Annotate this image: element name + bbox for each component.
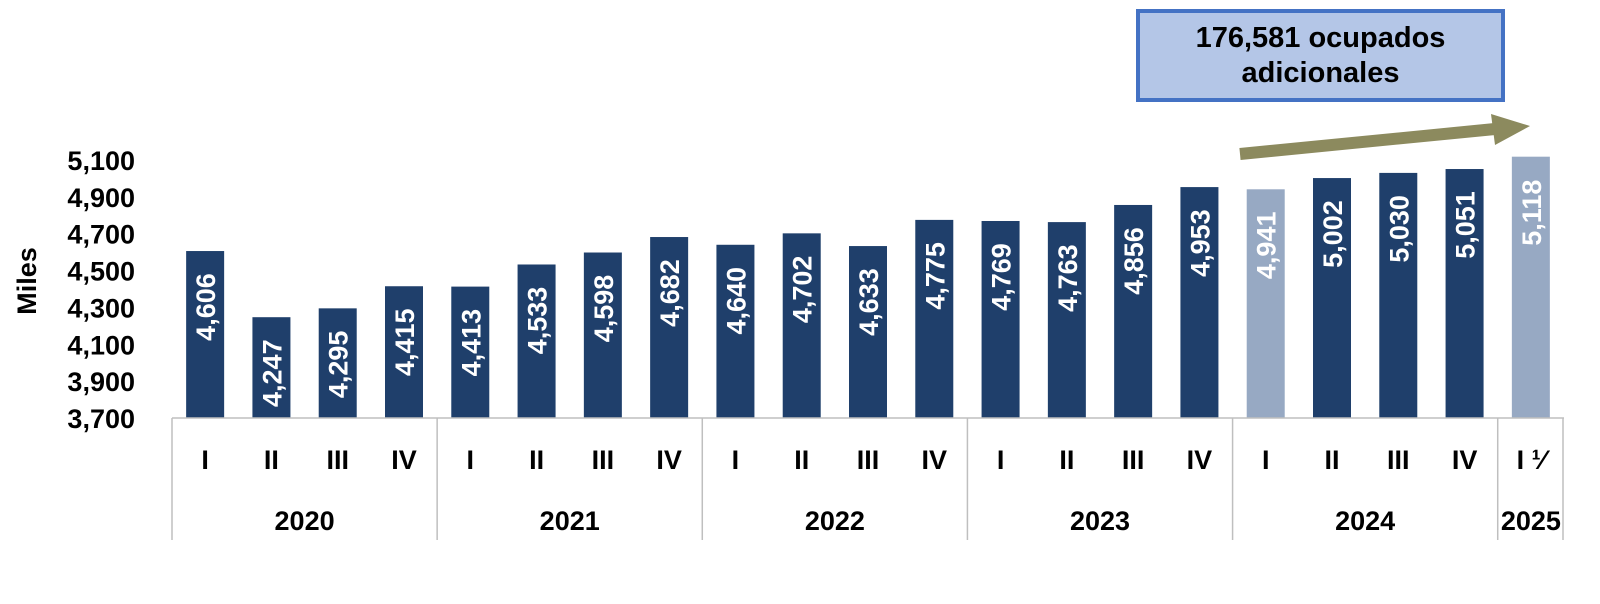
- data-label: 4,941: [1252, 212, 1282, 280]
- quarter-label: II: [1324, 445, 1339, 475]
- quarter-label: IV: [922, 445, 948, 475]
- data-label: 4,856: [1119, 227, 1149, 295]
- y-tick-label: 4,700: [67, 220, 135, 250]
- y-tick-label: 4,500: [67, 257, 135, 287]
- y-tick-label: 3,700: [67, 404, 135, 434]
- bar: [981, 220, 1020, 418]
- y-tick-label: 3,900: [67, 367, 135, 397]
- data-label: 4,413: [456, 309, 486, 377]
- quarter-label: III: [1122, 445, 1145, 475]
- growth-arrow-shaft: [1239, 123, 1496, 160]
- bar: [583, 252, 622, 418]
- bar: [1313, 178, 1351, 418]
- quarter-label: IV: [1452, 445, 1478, 475]
- data-label: 4,606: [191, 273, 221, 341]
- data-label: 4,769: [987, 243, 1017, 311]
- bar: [1114, 204, 1153, 418]
- bar: [1379, 172, 1418, 418]
- quarter-label: IV: [391, 445, 417, 475]
- data-label: 4,763: [1053, 244, 1083, 312]
- data-label: 4,953: [1185, 209, 1215, 277]
- quarter-label: I: [1262, 445, 1270, 475]
- bar: [451, 286, 490, 418]
- data-label: 5,002: [1318, 200, 1348, 268]
- x-axis-year-labels: 2020 2021 2022 2023 2024 2025: [275, 506, 1561, 536]
- quarter-label: I: [201, 445, 209, 475]
- data-label: 4,682: [655, 259, 685, 327]
- quarter-label: II: [264, 445, 279, 475]
- growth-arrow-head: [1491, 114, 1530, 145]
- quarter-label: III: [1387, 445, 1410, 475]
- bar: [1511, 156, 1550, 418]
- data-labels: 4,606 4,247 4,295 4,415 4,413 4,533 4,598 4,682…: [191, 180, 1547, 407]
- bar: [1047, 222, 1086, 418]
- bar: [1445, 169, 1484, 418]
- annotation-callout: 176,581 ocupados adicionales: [1136, 9, 1505, 102]
- year-label: 2020: [275, 506, 335, 536]
- x-axis-quarter-labels: I II III IV I II III IV I II III IV I II III IV I II III IV…: [201, 445, 1550, 475]
- quarter-label: II: [794, 445, 809, 475]
- bar: [1246, 189, 1285, 418]
- bar: [650, 237, 689, 418]
- bar: [186, 251, 225, 418]
- quarter-label: II: [529, 445, 544, 475]
- data-label: 4,415: [390, 308, 420, 376]
- data-label: 4,533: [523, 287, 553, 355]
- annotation-line-1: 176,581 ocupados: [1195, 21, 1446, 54]
- year-label: 2024: [1335, 506, 1395, 536]
- quarter-label: I: [997, 445, 1005, 475]
- annotation-line-2: adicionales: [1241, 56, 1400, 89]
- quarter-label: III: [592, 445, 615, 475]
- data-label: 4,247: [257, 339, 287, 407]
- data-label: 4,633: [854, 268, 884, 336]
- data-label: 5,051: [1451, 191, 1481, 259]
- bar: [385, 286, 423, 418]
- bar: [517, 264, 556, 418]
- bar: [915, 219, 954, 418]
- bar: [318, 308, 357, 418]
- quarter-label: III: [857, 445, 880, 475]
- data-label: 5,118: [1517, 180, 1547, 246]
- y-axis-label: Miles: [12, 247, 42, 315]
- quarter-label: I: [467, 445, 475, 475]
- bar: [849, 246, 887, 418]
- y-tick-label: 4,300: [67, 293, 135, 323]
- data-label: 4,598: [589, 275, 619, 343]
- y-tick-label: 4,900: [67, 183, 135, 213]
- x-axis: [171, 417, 1564, 540]
- year-label: 2023: [1070, 506, 1130, 536]
- y-axis-ticks: 3,700 3,900 4,100 4,300 4,500 4,700 4,900 5,100: [67, 146, 135, 434]
- data-label: 4,775: [920, 242, 950, 310]
- year-label: 2025: [1501, 506, 1561, 536]
- quarter-label: II: [1059, 445, 1074, 475]
- quarter-label: IV: [656, 445, 682, 475]
- data-label: 5,030: [1384, 195, 1414, 263]
- bar: [252, 317, 291, 418]
- bar: [716, 244, 755, 418]
- data-label: 4,702: [788, 256, 818, 324]
- quarter-label: I ¹⁄: [1517, 445, 1551, 475]
- bar: [1180, 187, 1219, 418]
- y-tick-label: 5,100: [67, 146, 135, 176]
- growth-arrow: [1239, 114, 1530, 160]
- quarter-label: I: [732, 445, 740, 475]
- data-label: 4,295: [324, 331, 354, 399]
- year-label: 2021: [540, 506, 600, 536]
- data-label: 4,640: [721, 267, 751, 335]
- bars: [186, 156, 1550, 418]
- bar: [782, 233, 821, 418]
- year-label: 2022: [805, 506, 865, 536]
- quarter-label: IV: [1187, 445, 1213, 475]
- y-tick-label: 4,100: [67, 330, 135, 360]
- quarter-label: III: [326, 445, 349, 475]
